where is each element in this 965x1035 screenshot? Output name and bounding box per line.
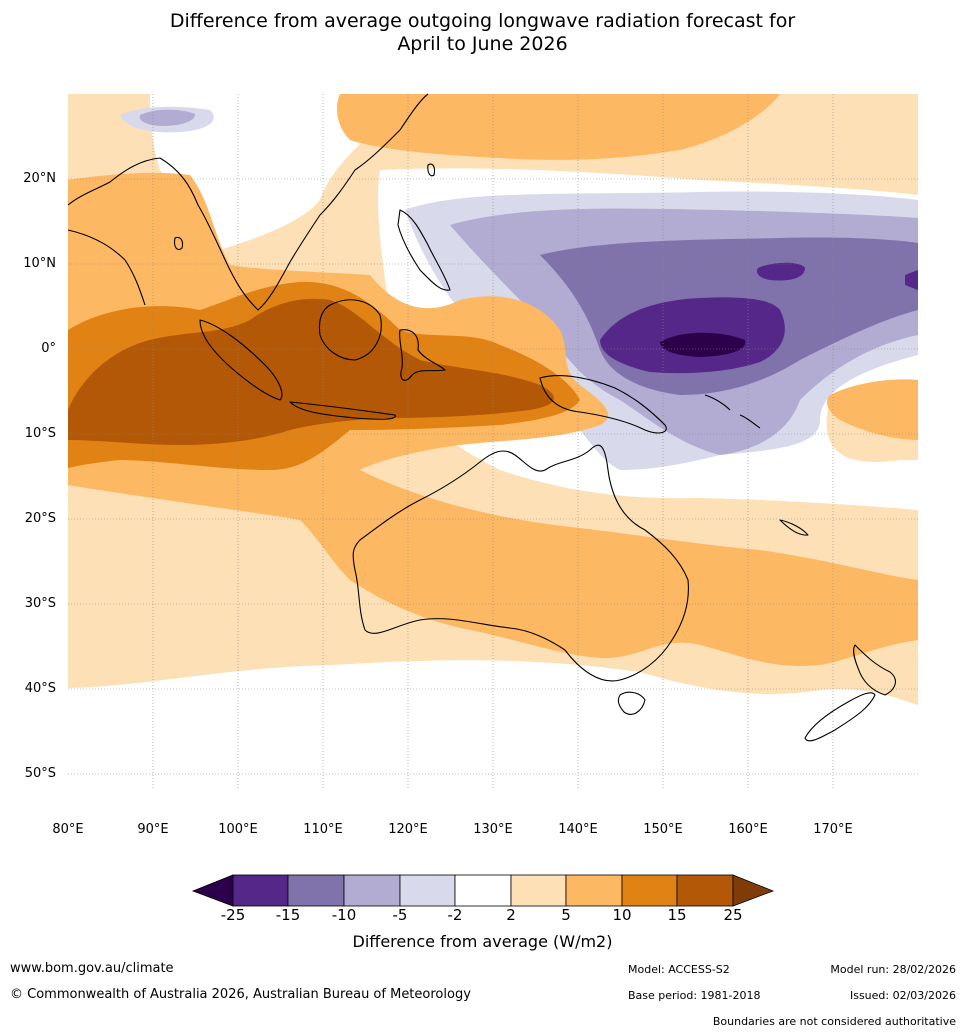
colorbar-label: Difference from average (W/m2) [352,932,613,951]
colorbar-bin-8 [621,874,678,907]
lat-label-40s: 40°S [24,681,56,696]
copyright-notice: © Commonwealth of Australia 2026, Austra… [10,987,471,1002]
boundary-disclaimer: Boundaries are not considered authoritat… [712,1015,956,1028]
colorbar-bin-5 [454,874,512,907]
contour-neg-25-east [756,262,805,281]
colorbar-bin-7 [565,874,623,907]
tasmania-coast [617,691,646,715]
contour-pos-15-25 [68,298,554,445]
sumatra-coast [199,319,283,401]
lat-label-0: 0° [41,341,56,356]
colorbar-bin-1 [232,874,289,907]
lat-label-20n: 20°N [23,171,56,186]
contour-below-neg-25 [660,332,746,357]
borneo-coast [318,299,382,361]
lon-label-150e: 150°E [643,822,683,837]
colorbar-bin-2 [287,874,345,907]
lon-label-140e: 140°E [558,822,598,837]
colorbar-bin-4 [399,874,456,907]
philippines-coast [397,209,451,291]
lon-label-120e: 120°E [388,822,428,837]
contour-pos-5-10-north [337,94,780,160]
lon-label-170e: 170°E [813,822,853,837]
lon-label-80e: 80°E [52,822,84,837]
colorbar-tick: -25 [220,906,246,924]
colorbar-bin-3 [343,874,401,907]
lon-label-110e: 110°E [303,822,343,837]
colorbar-arrow-low [191,874,234,907]
chart-title: Difference from average outgoing longwav… [0,10,965,56]
title-line-2: April to June 2026 [397,33,568,55]
new-zealand-north [853,644,896,696]
colorbar-tick: 10 [612,906,632,924]
colorbar-tick: 5 [561,906,571,924]
contour-neg-25-edge [905,270,918,290]
taiwan-coast [427,163,436,177]
colorbar-tick: 25 [723,906,743,924]
india-coast [67,229,146,306]
issued-date: Issued: 02/03/2026 [849,989,956,1002]
sulawesi-coast [399,329,446,381]
lat-label-50s: 50°S [24,766,56,781]
colorbar-tick: 15 [667,906,687,924]
colorbar-tick: -15 [275,906,301,924]
lat-label-10n: 10°N [23,256,56,271]
java-coast [289,401,396,420]
australia-coast [352,444,689,682]
lon-label-160e: 160°E [728,822,768,837]
model-name: Model: ACCESS-S2 [628,963,730,976]
colorbar-tick: -2 [447,906,463,924]
coastlines [67,93,896,742]
lat-label-10s: 10°S [24,426,56,441]
lon-label-90e: 90°E [137,822,169,837]
lon-label-130e: 130°E [473,822,513,837]
colorbar-tick: 2 [506,906,516,924]
graticule [68,94,918,789]
contour-pos-5-10-east [827,379,918,440]
contour-neg-himalaya-inner [139,109,195,126]
website-link[interactable]: www.bom.gov.au/climate [10,961,174,976]
title-line-1: Difference from average outgoing longwav… [169,10,796,32]
colorbar-bin-9 [676,874,734,907]
colorbar-tick: -5 [392,906,408,924]
model-run-date: Model run: 28/02/2026 [830,963,956,976]
new-zealand-south [804,692,876,742]
asia-mainland-coast [67,93,429,311]
lat-label-20s: 20°S [24,511,56,526]
colorbar-tick: -10 [331,906,357,924]
colorbar [191,874,775,907]
new-guinea-coast [539,375,667,434]
colorbar-bin-6 [510,874,567,907]
new-caledonia-coast [779,519,809,536]
solomon-islands [704,394,761,429]
base-period: Base period: 1981-2018 [628,989,761,1002]
colorbar-arrow-high [732,874,775,907]
sri-lanka-coast [174,236,184,251]
lat-label-30s: 30°S [24,596,56,611]
lon-label-100e: 100°E [218,822,258,837]
